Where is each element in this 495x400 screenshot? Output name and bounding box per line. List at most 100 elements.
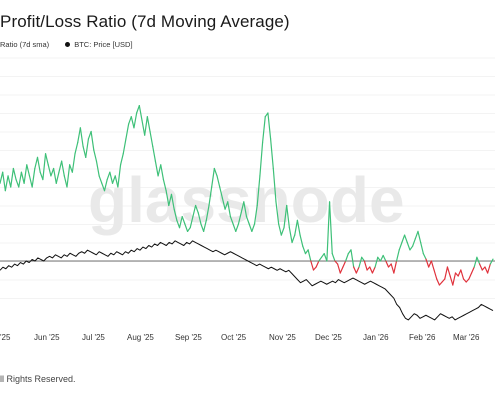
ratio-segment bbox=[267, 112, 272, 140]
ratio-segment bbox=[422, 253, 427, 260]
ratio-segment bbox=[12, 167, 17, 181]
grid-lines bbox=[0, 57, 495, 299]
ratio-segment bbox=[433, 269, 438, 280]
ratio-segment bbox=[109, 171, 114, 184]
x-tick-label: Sep '25 bbox=[175, 333, 202, 342]
ratio-segment bbox=[149, 130, 154, 147]
ratio-segment bbox=[283, 204, 288, 229]
ratio-segment bbox=[229, 216, 234, 225]
ratio-segment bbox=[28, 175, 33, 188]
ratio-segment bbox=[122, 138, 127, 155]
ratio-segment bbox=[428, 260, 432, 268]
ratio-segment bbox=[256, 175, 261, 207]
ratio-segment bbox=[114, 175, 119, 188]
ratio-segment bbox=[425, 258, 430, 268]
ratio-segment bbox=[468, 272, 473, 280]
x-tick-label: Oct '25 bbox=[221, 333, 247, 342]
ratio-segment bbox=[377, 256, 382, 262]
ratio-segment bbox=[307, 249, 312, 262]
ratio-segment bbox=[200, 223, 205, 232]
ratio-segment bbox=[294, 219, 299, 236]
ratio-segment bbox=[165, 190, 170, 207]
ratio-segment bbox=[326, 201, 331, 262]
ratio-segment bbox=[44, 153, 49, 166]
ratio-segment bbox=[235, 223, 240, 232]
legend-item-price[interactable]: BTC: Price [USD] bbox=[65, 40, 133, 49]
ratio-segment bbox=[489, 258, 494, 265]
ratio-segment bbox=[251, 223, 256, 232]
ratio-segment bbox=[18, 171, 23, 188]
x-tick-label: Feb '26 bbox=[409, 333, 436, 342]
ratio-segment bbox=[85, 138, 90, 158]
ratio-segment bbox=[203, 219, 207, 232]
ratio-segment bbox=[90, 130, 95, 151]
ratio-segment bbox=[77, 127, 81, 144]
ratio-segment bbox=[331, 253, 336, 262]
x-tick-label: Jan '26 bbox=[363, 333, 389, 342]
ratio-segment bbox=[345, 253, 349, 262]
ratio-segment bbox=[414, 230, 419, 240]
ratio-segment bbox=[128, 116, 132, 125]
ratio-segment bbox=[219, 186, 223, 199]
ratio-segment bbox=[79, 127, 84, 147]
ratio-segment bbox=[10, 167, 14, 188]
ratio-segment bbox=[454, 272, 459, 277]
legend-dot-price-icon bbox=[65, 42, 71, 47]
ratio-segment bbox=[63, 175, 68, 188]
ratio-segment bbox=[385, 260, 390, 268]
ratio-segment bbox=[296, 219, 301, 236]
x-tick-label: Nov '25 bbox=[269, 333, 296, 342]
ratio-segment bbox=[106, 171, 111, 181]
ratio-segment bbox=[168, 193, 173, 207]
ratio-segment bbox=[320, 253, 325, 258]
ratio-segment bbox=[288, 227, 293, 244]
ratio-segment bbox=[342, 260, 347, 268]
legend-label-ratio: Ratio (7d sma) bbox=[0, 40, 50, 49]
ratio-segment bbox=[465, 278, 470, 283]
ratio-segment bbox=[26, 164, 31, 177]
ratio-segment bbox=[4, 175, 9, 192]
ratio-segment bbox=[481, 266, 486, 271]
ratio-segment bbox=[186, 227, 191, 232]
ratio-segment bbox=[117, 164, 122, 188]
ratio-segment bbox=[154, 160, 159, 177]
ratio-segment bbox=[361, 256, 365, 262]
ratio-segment bbox=[15, 179, 20, 188]
ratio-segment bbox=[278, 223, 282, 236]
ratio-segment bbox=[31, 167, 36, 188]
ratio-segment bbox=[243, 201, 248, 218]
ratio-segment bbox=[189, 216, 194, 229]
ratio-segment bbox=[61, 160, 65, 177]
ratio-segment bbox=[318, 256, 323, 262]
ratio-segment bbox=[275, 201, 280, 225]
ratio-segment bbox=[245, 216, 250, 225]
ratio-segment bbox=[47, 164, 52, 177]
ratio-segment bbox=[355, 266, 360, 274]
ratio-segment bbox=[286, 204, 290, 229]
chart-title: Profit/Loss Ratio (7d Moving Average) bbox=[0, 12, 290, 31]
ratio-segment bbox=[232, 223, 237, 232]
ratio-segment bbox=[446, 266, 451, 277]
ratio-segment bbox=[42, 153, 47, 181]
legend-item-ratio[interactable]: Ratio (7d sma) bbox=[0, 40, 49, 49]
ratio-segment bbox=[409, 245, 414, 251]
ratio-segment bbox=[197, 212, 202, 225]
ratio-segment bbox=[211, 167, 215, 188]
ratio-segment bbox=[119, 153, 124, 166]
ratio-segment bbox=[181, 216, 186, 225]
ratio-segment bbox=[50, 167, 55, 177]
ratio-segment bbox=[395, 249, 400, 262]
ratio-segment bbox=[71, 153, 76, 173]
x-tick-label: '25 bbox=[0, 333, 11, 342]
ratio-segment bbox=[420, 241, 424, 255]
ratio-segment bbox=[363, 260, 368, 271]
x-tick-label: Jul '25 bbox=[82, 333, 105, 342]
ratio-segment bbox=[52, 167, 57, 184]
ratio-segment bbox=[417, 230, 422, 244]
ratio-segment bbox=[353, 266, 357, 274]
ratio-segment bbox=[20, 171, 25, 184]
ratio-segment bbox=[82, 145, 87, 158]
ratio-segment bbox=[259, 142, 264, 177]
ratio-segment bbox=[302, 245, 307, 255]
